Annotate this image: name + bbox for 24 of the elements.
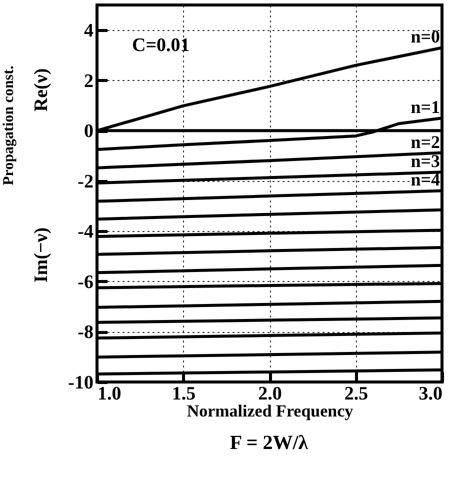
- x-tick-label: 1.0: [98, 384, 122, 404]
- y-tick-label: -6: [78, 272, 94, 293]
- y-tick-label: -8: [78, 322, 94, 344]
- y-tick-label: 4: [84, 20, 94, 42]
- series-label: n=1: [410, 97, 440, 118]
- y-tick-label: -2: [78, 171, 94, 192]
- annotation: C=0.01: [132, 35, 190, 56]
- y-tick-label: -10: [68, 372, 94, 394]
- x-tick-label: 2.5: [344, 384, 368, 404]
- text: Re(ν): [31, 68, 52, 112]
- text: F = 2W/λ: [230, 432, 308, 454]
- series-label: n=3: [410, 151, 440, 172]
- x-tick-label: 3.0: [418, 384, 442, 404]
- y-axis-title: Propagation const.: [1, 65, 18, 186]
- x-tick-label: 1.5: [172, 384, 196, 404]
- text: Im(−ν): [31, 227, 52, 283]
- y-tick-label: 0: [84, 121, 94, 142]
- y-tick-label: 2: [84, 70, 94, 92]
- series-label: n=2: [410, 132, 440, 152]
- x-axis-title: Normalized Frequency: [186, 402, 354, 420]
- series-label: n=4: [410, 170, 440, 190]
- series-label: n=0: [410, 26, 440, 47]
- x-tick-label: 2.0: [258, 384, 282, 404]
- y-tick-label: -4: [78, 222, 94, 243]
